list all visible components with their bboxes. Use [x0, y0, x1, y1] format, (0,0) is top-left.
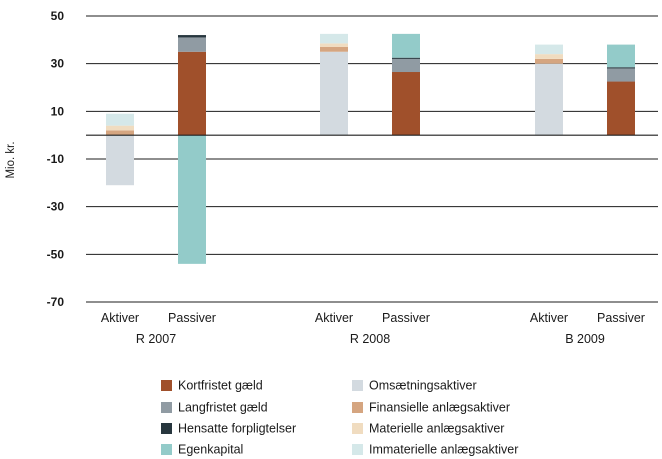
group-label: R 2007: [136, 332, 176, 346]
y-tick-label: -10: [47, 152, 65, 166]
x-tick-label: Passiver: [168, 311, 216, 325]
bar-segment-hensatte-forpligtelser: [178, 35, 206, 38]
bar-segment-hensatte-forpligtelser: [607, 67, 635, 69]
bar-segment-langfristet-gaeld: [178, 37, 206, 52]
bar-segment-materielle-anlaegsaktiver: [320, 43, 348, 47]
legend-label: Langfristet gæld: [178, 401, 268, 415]
bar-segment-kortfristet-gaeld: [392, 72, 420, 136]
y-tick-label: 50: [51, 9, 65, 23]
x-tick-label: Aktiver: [530, 311, 568, 325]
bar-segment-finansielle-anlaegsaktiver: [106, 130, 134, 136]
y-axis-title: Mio. kr.: [5, 141, 17, 178]
legend-label: Finansielle anlægsaktiver: [369, 401, 510, 415]
group-label: R 2008: [350, 332, 390, 346]
bar-segment-immaterielle-anlaegsaktiver: [106, 113, 134, 126]
y-tick-label: 10: [51, 104, 65, 118]
x-tick-label: Aktiver: [101, 311, 139, 325]
y-tick-label: 30: [51, 57, 65, 71]
legend-swatch-langfristet-gaeld: [161, 402, 172, 413]
bar-segment-langfristet-gaeld: [607, 68, 635, 82]
legend-label: Omsætningsaktiver: [369, 379, 477, 393]
legend-label: Materielle anlægsaktiver: [369, 422, 504, 436]
x-category-labels: Aktiver Passiver R 2007 Aktiver Passiver R 20…: [101, 311, 645, 346]
bar-segment-materielle-anlaegsaktiver: [106, 125, 134, 131]
bar-segment-immaterielle-anlaegsaktiver: [535, 44, 563, 55]
bar-segment-omsaetningsaktiver: [535, 63, 563, 136]
y-tick-label: -70: [47, 295, 65, 309]
bar-segment-langfristet-gaeld: [392, 58, 420, 73]
x-tick-label: Passiver: [382, 311, 430, 325]
bar-segment-kortfristet-gaeld: [607, 81, 635, 136]
legend-swatch-kortfristet-gaeld: [161, 380, 172, 391]
x-tick-label: Aktiver: [315, 311, 353, 325]
bar-segment-egenkapital: [178, 135, 206, 264]
bar-segment-omsaetningsaktiver: [106, 135, 134, 186]
legend-swatch-materielle-anlaegsaktiver: [352, 423, 363, 434]
y-tick-labels: 50 30 10 -10 -30 -50 -70: [47, 9, 65, 309]
y-tick-label: -50: [47, 247, 65, 261]
legend-label: Hensatte forpligtelser: [178, 422, 296, 436]
bar-segment-finansielle-anlaegsaktiver: [535, 58, 563, 64]
bar-segment-egenkapital: [607, 44, 635, 68]
legend: Kortfristet gæld Langfristet gæld Hensatte…: [161, 379, 518, 457]
y-tick-label: -30: [47, 200, 65, 214]
legend-swatch-immaterielle-anlaegsaktiver: [352, 444, 363, 455]
gridlines: [86, 15, 658, 303]
x-tick-label: Passiver: [597, 311, 645, 325]
legend-label: Immaterielle anlægsaktiver: [369, 443, 518, 457]
bar-segment-kortfristet-gaeld: [178, 51, 206, 136]
bar-segment-hensatte-forpligtelser: [392, 57, 420, 59]
bar-segment-finansielle-anlaegsaktiver: [320, 46, 348, 52]
bar-segment-omsaetningsaktiver: [320, 51, 348, 136]
bar-stacks: [106, 33, 635, 264]
legend-swatch-omsaetningsaktiver: [352, 380, 363, 391]
group-label: B 2009: [565, 332, 605, 346]
legend-swatch-hensatte-forpligtelser: [161, 423, 172, 434]
legend-label: Kortfristet gæld: [178, 379, 263, 393]
bar-segment-immaterielle-anlaegsaktiver: [320, 33, 348, 44]
legend-swatch-finansielle-anlaegsaktiver: [352, 402, 363, 413]
bar-segment-egenkapital: [392, 33, 420, 58]
legend-label: Egenkapital: [178, 443, 243, 457]
bar-segment-materielle-anlaegsaktiver: [535, 54, 563, 59]
legend-swatch-egenkapital: [161, 444, 172, 455]
